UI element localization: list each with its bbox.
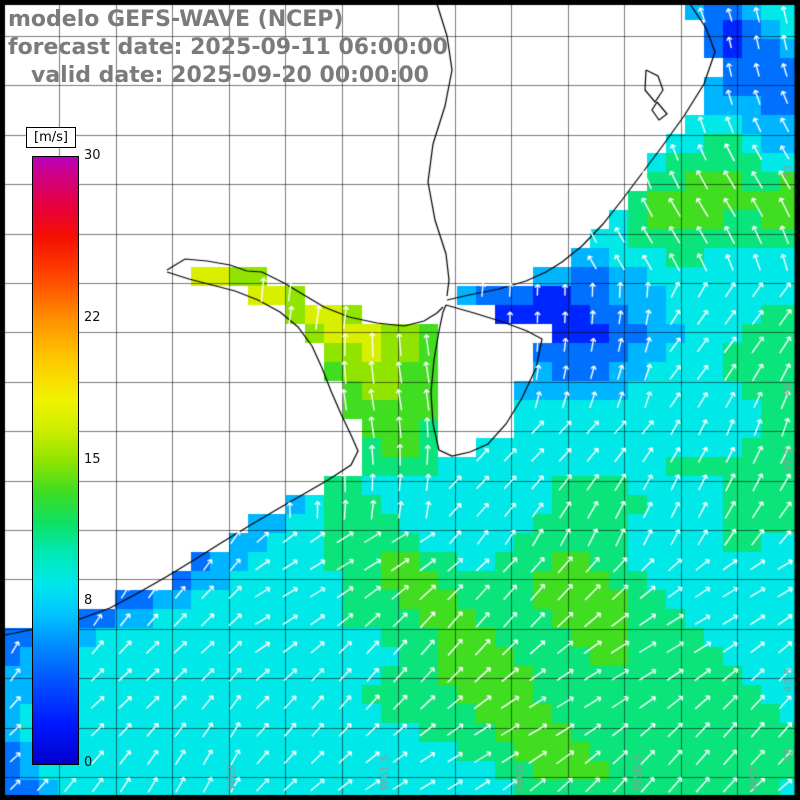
colorbar-tick-label: 8 (84, 593, 93, 609)
colorbar: [m/s] 30 22 15 8 0 (24, 126, 144, 786)
colorbar-tick-label: 0 (84, 755, 93, 770)
colorbar-tick-label: 15 (84, 451, 101, 467)
valid-date-label: valid date: 2025-09-20 00:00:00 (8, 63, 429, 88)
colorbar-gradient (32, 156, 79, 765)
colorbar-unit-label: [m/s] (26, 127, 76, 148)
colorbar-tick-label: 30 (84, 148, 101, 163)
forecast-date-label: forecast date: 2025-09-11 06:00:00 (8, 35, 448, 60)
model-title: modelo GEFS-WAVE (NCEP) (8, 7, 344, 32)
map-title-block: modelo GEFS-WAVE (NCEP) forecast date: 2… (8, 6, 448, 90)
colorbar-tick-label: 22 (84, 309, 101, 325)
